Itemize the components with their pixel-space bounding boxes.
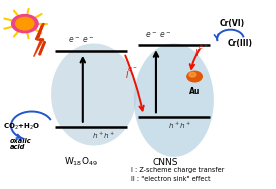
Circle shape bbox=[16, 17, 34, 30]
Circle shape bbox=[187, 71, 202, 82]
Text: CO$_2$+H$_2$O: CO$_2$+H$_2$O bbox=[3, 122, 40, 132]
Ellipse shape bbox=[134, 43, 214, 157]
Text: $h^+h^+$: $h^+h^+$ bbox=[168, 121, 191, 131]
Text: $e^-\ e^-$: $e^-\ e^-$ bbox=[68, 36, 95, 45]
Text: I : Z-scheme charge transfer: I : Z-scheme charge transfer bbox=[131, 167, 224, 173]
Text: $e^-$: $e^-$ bbox=[127, 65, 138, 74]
Circle shape bbox=[189, 72, 196, 77]
Text: II: II bbox=[195, 49, 200, 58]
Circle shape bbox=[12, 15, 38, 33]
Text: oxalic: oxalic bbox=[10, 138, 31, 144]
Polygon shape bbox=[34, 24, 44, 57]
Text: W$_{18}$O$_{49}$: W$_{18}$O$_{49}$ bbox=[64, 156, 99, 168]
Text: $h^+h^+$: $h^+h^+$ bbox=[92, 130, 115, 141]
Text: II : "electron sink" effect: II : "electron sink" effect bbox=[131, 176, 211, 182]
Ellipse shape bbox=[51, 43, 137, 146]
Text: Au: Au bbox=[189, 87, 200, 96]
Text: $e^-$: $e^-$ bbox=[198, 43, 208, 52]
Text: I: I bbox=[126, 71, 128, 81]
Text: $e^-\ e^-$: $e^-\ e^-$ bbox=[145, 30, 171, 40]
Text: CNNS: CNNS bbox=[153, 158, 178, 167]
Text: Cr(VI): Cr(VI) bbox=[219, 19, 245, 28]
Text: Cr(III): Cr(III) bbox=[228, 39, 253, 48]
Text: acid: acid bbox=[10, 144, 25, 150]
